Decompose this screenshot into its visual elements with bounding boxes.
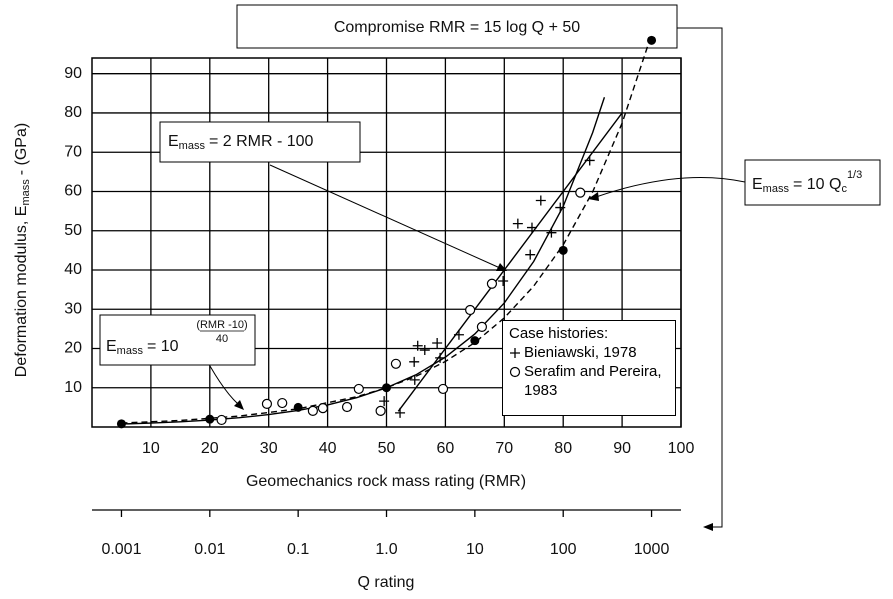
x-tick-label: 10 xyxy=(142,440,160,457)
y-tick-label: 80 xyxy=(64,104,82,121)
plus-marker xyxy=(512,218,523,229)
filled-marker xyxy=(293,402,303,412)
plus-marker xyxy=(584,155,595,166)
plus-marker xyxy=(419,345,430,356)
x-tick-label: 70 xyxy=(495,440,513,457)
plus-marker xyxy=(409,374,420,385)
x2-tick-label: 1000 xyxy=(634,541,670,558)
open-marker xyxy=(353,383,364,395)
x2-tick-label: 100 xyxy=(550,541,577,558)
annotation: Emass = 2 RMR - 100 xyxy=(168,133,314,152)
x2-tick-label: 0.001 xyxy=(101,541,141,558)
y-axis-label: Deformation modulus, Emass- (GPa) xyxy=(13,123,32,377)
filled-marker xyxy=(382,383,391,393)
y-tick-label: 60 xyxy=(64,183,82,200)
plus-marker xyxy=(453,329,464,340)
plus-marker xyxy=(526,222,537,233)
plus-marker xyxy=(510,348,520,358)
x2-tick-label: 1.0 xyxy=(375,541,397,558)
open-marker xyxy=(476,321,488,332)
x2-tick-label: 0.01 xyxy=(194,541,225,558)
open-marker xyxy=(486,278,498,289)
plus-marker xyxy=(432,337,443,348)
annotation: 40 xyxy=(216,333,228,345)
open-marker xyxy=(277,397,288,409)
filled-marker xyxy=(116,419,126,429)
annotation-box xyxy=(159,121,361,163)
open-marker xyxy=(465,304,476,316)
x2-axis-label: Q rating xyxy=(358,574,415,591)
plus-marker xyxy=(395,407,406,418)
y-tick-label: 40 xyxy=(64,261,82,278)
legend-label: Bieniawski, 1978 xyxy=(524,344,637,361)
y-tick-label: 50 xyxy=(64,222,82,239)
annotation: Emass = 10 xyxy=(106,338,179,357)
curve xyxy=(121,34,653,424)
plus-marker xyxy=(535,195,546,206)
y-tick-label: 10 xyxy=(64,379,82,396)
x-tick-label: 20 xyxy=(201,440,219,457)
open-marker xyxy=(575,187,586,198)
open-marker xyxy=(375,405,386,417)
open-marker xyxy=(216,414,227,426)
y-tick-label: 30 xyxy=(64,300,82,317)
connector xyxy=(595,176,746,198)
annotation-box xyxy=(236,4,678,49)
filled-marker xyxy=(647,35,657,45)
filled-marker xyxy=(205,414,215,424)
connector xyxy=(677,27,723,528)
x-tick-label: 80 xyxy=(554,440,572,457)
x-tick-label: 50 xyxy=(378,440,396,457)
legend-marker xyxy=(509,366,521,378)
curve xyxy=(397,112,623,412)
x2-tick-label: 0.1 xyxy=(287,541,309,558)
y-tick-label: 70 xyxy=(64,143,82,160)
x-tick-label: 60 xyxy=(437,440,455,457)
y-tick-label: 20 xyxy=(64,340,82,357)
y-tick-label: 90 xyxy=(64,65,82,82)
legend-marker xyxy=(510,348,520,358)
x-tick-label: 30 xyxy=(260,440,278,457)
x2-tick-label: 10 xyxy=(466,541,484,558)
plus-marker xyxy=(546,227,557,238)
plus-marker xyxy=(498,275,509,286)
legend-entry: Serafim and Pereira, 1983 xyxy=(509,362,671,400)
arrow-head xyxy=(234,400,244,410)
open-marker xyxy=(317,403,328,414)
annotation: Emass = 10 Qc1/3 xyxy=(752,169,862,195)
x-tick-label: 40 xyxy=(319,440,337,457)
x-tick-label: 90 xyxy=(613,440,631,457)
open-marker xyxy=(341,401,353,413)
arrow-head xyxy=(496,263,507,271)
x-tick-label: 100 xyxy=(668,440,695,457)
filled-marker xyxy=(558,245,568,255)
connector xyxy=(269,164,501,269)
legend-entry: Bieniawski, 1978 xyxy=(509,343,671,362)
annotation-box xyxy=(744,159,881,206)
plus-marker xyxy=(412,340,423,351)
arrow-head xyxy=(588,192,599,201)
open-marker xyxy=(509,366,521,378)
legend-label: Serafim and Pereira, 1983 xyxy=(524,363,662,399)
arrow-head xyxy=(703,523,713,531)
open-marker xyxy=(390,358,402,369)
plus-marker xyxy=(379,396,390,407)
open-marker xyxy=(261,398,273,409)
legend: Case histories: Bieniawski, 1978 Serafim … xyxy=(502,320,676,416)
annotation: Compromise RMR = 15 log Q + 50 xyxy=(334,19,580,36)
plus-marker xyxy=(435,352,446,363)
open-marker xyxy=(307,405,318,417)
connector xyxy=(209,365,239,405)
x-axis-label: Geomechanics rock mass rating (RMR) xyxy=(246,473,526,490)
plus-marker xyxy=(525,249,536,260)
plus-marker xyxy=(409,356,420,367)
open-marker xyxy=(437,383,449,395)
annotation-box xyxy=(99,314,256,366)
plus-marker xyxy=(555,202,566,213)
filled-marker xyxy=(470,336,480,346)
legend-title: Case histories: xyxy=(509,325,609,342)
annotation: (RMR -10) xyxy=(196,319,247,331)
